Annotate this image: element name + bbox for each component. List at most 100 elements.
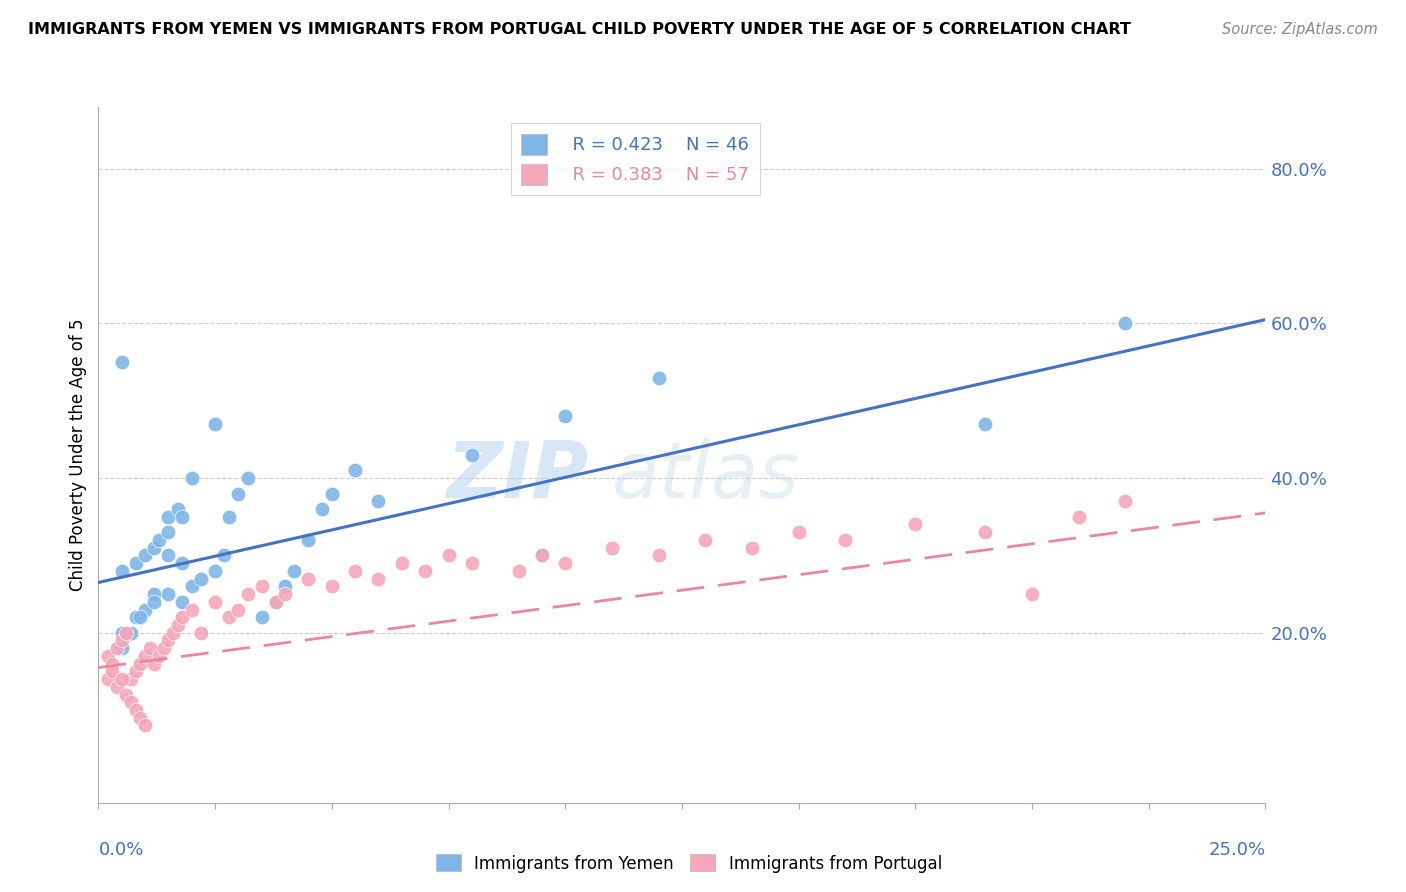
Point [647,370,669,384]
Point [250,579,273,593]
Point [461,556,484,570]
Point [413,564,436,578]
Point [1067,509,1090,524]
Point [129,657,152,671]
Point [236,587,259,601]
Point [125,665,148,679]
Point [530,549,553,563]
Point [134,718,156,732]
Legend: Immigrants from Yemen, Immigrants from Portugal: Immigrants from Yemen, Immigrants from P… [429,847,949,880]
Point [554,556,576,570]
Point [344,463,367,477]
Point [111,625,134,640]
Point [143,595,166,609]
Point [214,549,236,563]
Point [367,572,389,586]
Point [190,572,212,586]
Legend:   R = 0.423    N = 46,   R = 0.383    N = 57: R = 0.423 N = 46, R = 0.383 N = 57 [510,123,759,195]
Point [172,610,194,624]
Point [97,672,120,686]
Point [274,579,297,593]
Point [157,549,180,563]
Point [264,595,287,609]
Text: Source: ZipAtlas.com: Source: ZipAtlas.com [1222,22,1378,37]
Point [166,618,188,632]
Point [166,502,188,516]
Point [974,525,997,540]
Point [530,549,553,563]
Point [125,703,148,717]
Point [437,549,460,563]
Point [218,509,240,524]
Point [274,587,297,601]
Text: 0.0%: 0.0% [98,841,143,859]
Point [125,610,148,624]
Point [321,579,343,593]
Point [311,502,333,516]
Point [105,680,128,694]
Point [129,711,152,725]
Point [172,509,194,524]
Text: 25.0%: 25.0% [1208,841,1265,859]
Point [741,541,763,555]
Point [180,602,202,616]
Point [600,541,623,555]
Point [172,595,194,609]
Point [111,633,134,648]
Point [157,587,180,601]
Point [172,556,194,570]
Point [321,486,343,500]
Point [148,533,170,547]
Point [111,355,134,369]
Point [228,602,250,616]
Point [111,564,134,578]
Point [111,672,134,686]
Point [297,572,319,586]
Point [834,533,856,547]
Point [111,641,134,656]
Point [134,602,156,616]
Point [218,610,240,624]
Point [250,610,273,624]
Point [228,486,250,500]
Point [115,625,138,640]
Point [236,471,259,485]
Point [157,509,180,524]
Point [129,610,152,624]
Point [204,417,226,431]
Point [143,541,166,555]
Point [461,448,484,462]
Point [180,471,202,485]
Point [143,587,166,601]
Text: atlas: atlas [612,438,800,514]
Y-axis label: Child Poverty Under the Age of 5: Child Poverty Under the Age of 5 [69,318,87,591]
Point [1114,317,1136,331]
Point [97,648,120,663]
Point [204,564,226,578]
Point [115,688,138,702]
Point [125,556,148,570]
Point [904,517,927,532]
Text: IMMIGRANTS FROM YEMEN VS IMMIGRANTS FROM PORTUGAL CHILD POVERTY UNDER THE AGE OF: IMMIGRANTS FROM YEMEN VS IMMIGRANTS FROM… [28,22,1130,37]
Point [190,625,212,640]
Point [283,564,305,578]
Point [120,672,142,686]
Point [134,648,156,663]
Point [101,665,124,679]
Point [134,549,156,563]
Point [554,409,576,424]
Point [157,633,180,648]
Point [297,533,319,547]
Point [139,641,162,656]
Point [344,564,367,578]
Point [264,595,287,609]
Point [1114,494,1136,508]
Point [152,641,174,656]
Point [204,595,226,609]
Point [157,525,180,540]
Point [1021,587,1043,601]
Point [162,625,184,640]
Point [647,549,669,563]
Point [143,657,166,671]
Point [391,556,413,570]
